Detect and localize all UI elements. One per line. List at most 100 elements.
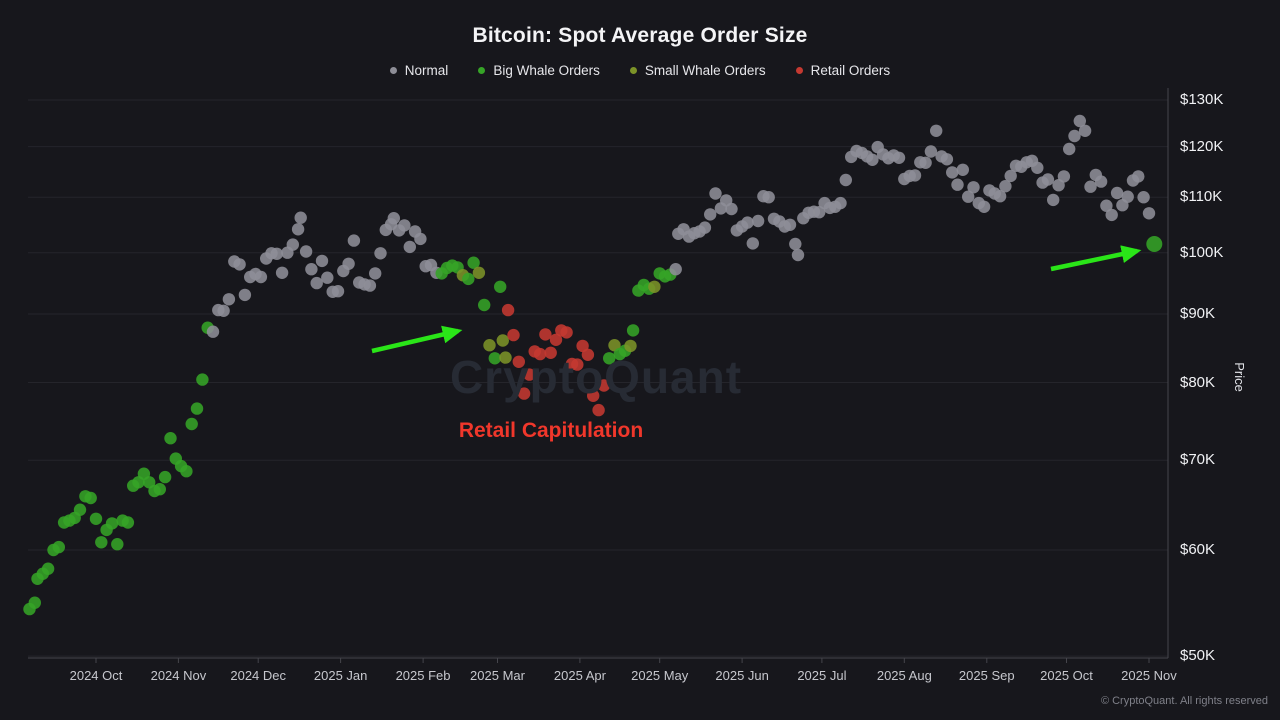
data-point (233, 258, 246, 271)
data-point (839, 173, 852, 187)
data-point (1047, 193, 1060, 207)
data-point (217, 304, 230, 317)
highlight-arrow-icon (1050, 245, 1142, 272)
data-point (121, 516, 135, 529)
data-point (603, 352, 616, 365)
data-point (834, 196, 847, 210)
y-axis-tick-label: $50K (1180, 647, 1216, 665)
legend-item-bw[interactable]: Big Whale Orders (478, 63, 600, 78)
legend-item-n[interactable]: Normal (389, 63, 448, 78)
data-point (363, 279, 377, 292)
annotation-arrows (371, 245, 1142, 354)
data-point (1073, 114, 1087, 128)
data-point (725, 202, 738, 216)
data-point (478, 298, 491, 312)
data-point (105, 517, 119, 530)
data-point (813, 206, 826, 219)
data-point (967, 181, 980, 194)
data-point (414, 232, 427, 246)
data-point (95, 536, 108, 549)
chart-title: Bitcoin: Spot Average Order Size (472, 24, 808, 47)
y-axis-tick-label: $60K (1180, 540, 1216, 558)
data-point (321, 271, 334, 284)
legend: Normal Big Whale Orders Small Whale Orders… (0, 63, 1280, 78)
data-point (791, 248, 805, 262)
data-point (238, 288, 252, 302)
data-point (576, 339, 589, 353)
y-axis-tick-label: $90K (1180, 304, 1216, 322)
legend-dot-icon (478, 67, 486, 74)
data-point (709, 187, 722, 200)
data-point (789, 237, 802, 251)
data-point (762, 191, 775, 204)
data-point (597, 379, 611, 392)
x-axis-tick-label: 2025 Jan (313, 668, 368, 683)
y-axis-title: Price (1232, 362, 1247, 392)
data-point (940, 153, 954, 166)
data-point (305, 263, 318, 276)
data-point (571, 358, 584, 371)
data-point (919, 156, 932, 169)
legend-dot-icon (795, 67, 803, 74)
x-axis-tick-label: 2025 Oct (1040, 668, 1093, 683)
copyright-notice: © CryptoQuant. All rights reserved (1100, 695, 1268, 707)
x-axis-tick-label: 2025 Aug (876, 668, 932, 683)
data-point (84, 491, 97, 505)
data-point (89, 512, 103, 525)
data-point (512, 355, 525, 368)
y-axis-tick-label: $80K (1180, 373, 1216, 391)
x-axis-tick-label: 2025 Sep (958, 668, 1015, 683)
data-point (467, 256, 480, 269)
data-point (52, 540, 65, 554)
data-point (185, 417, 198, 431)
x-axis-tick-label: 2025 Mar (470, 668, 525, 683)
data-point (1110, 186, 1124, 200)
data-point (544, 346, 557, 359)
data-point (270, 247, 283, 260)
data-point (1057, 170, 1071, 183)
axes (28, 88, 1169, 663)
data-point (153, 483, 166, 496)
data-point (924, 145, 938, 158)
data-point (1041, 173, 1055, 186)
x-axis-tick-label: 2025 Jul (797, 668, 847, 683)
data-point (539, 328, 552, 341)
data-point (581, 348, 595, 361)
data-point (962, 190, 975, 203)
y-axis-tick-label: $70K (1180, 451, 1216, 469)
data-point (299, 245, 313, 258)
data-point (1100, 199, 1113, 212)
data-point (73, 503, 87, 516)
x-axis-tick-label: 2025 May (631, 668, 689, 683)
data-point (291, 223, 305, 236)
data-point (499, 351, 512, 364)
data-point (1146, 236, 1163, 252)
x-axis-tick-label: 2024 Oct (69, 668, 123, 683)
legend-item-label: Small Whale Orders (644, 63, 766, 78)
legend-item-r[interactable]: Retail Orders (795, 63, 890, 78)
data-point (315, 254, 329, 268)
data-point (369, 267, 382, 280)
legend-item-sw[interactable]: Small Whale Orders (629, 63, 766, 78)
data-point (1084, 180, 1097, 193)
data-point (1031, 161, 1044, 174)
data-point (496, 334, 509, 347)
data-point (501, 303, 515, 317)
data-point (892, 151, 906, 164)
x-axis-tick-label: 2025 Feb (395, 668, 451, 683)
data-point (866, 153, 879, 166)
data-point (222, 293, 236, 306)
data-point (294, 211, 307, 224)
data-point (517, 387, 531, 400)
data-point (1004, 169, 1017, 183)
data-point (999, 180, 1012, 193)
data-point (286, 238, 299, 251)
data-point (331, 285, 345, 298)
x-axis-tick-label: 2024 Nov (150, 668, 207, 683)
data-point (549, 333, 563, 346)
highlight-arrow-icon (371, 325, 463, 354)
data-point (704, 208, 717, 221)
data-point (483, 339, 496, 352)
data-point (472, 266, 486, 279)
data-point (751, 214, 765, 228)
